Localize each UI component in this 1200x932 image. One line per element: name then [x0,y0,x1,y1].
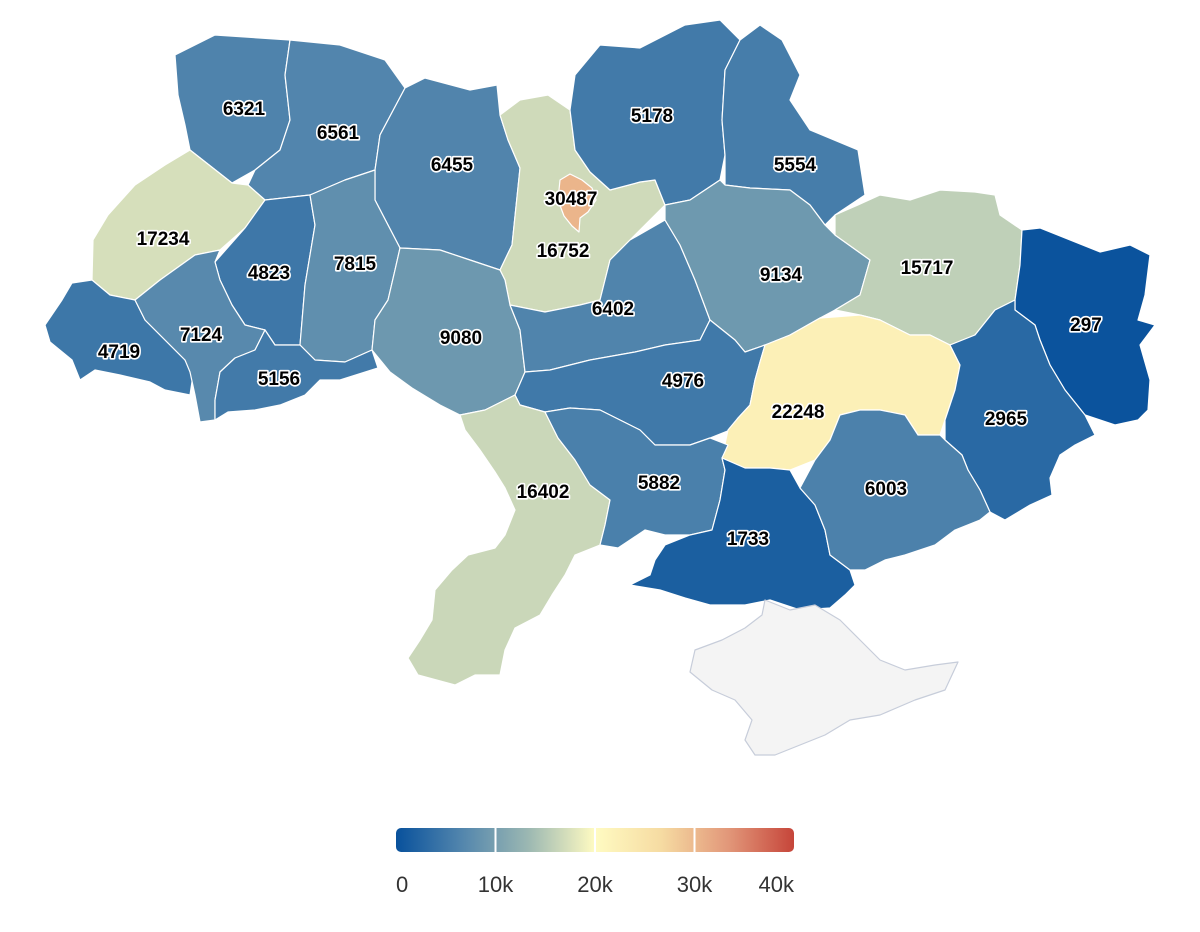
value-label-kharkiv: 15717 [901,258,954,279]
value-label-lviv: 17234 [137,229,190,250]
legend-tick-label: 10k [478,872,514,897]
value-label-kyiv-city: 30487 [545,189,598,210]
value-label-sumy: 5554 [774,155,817,176]
value-label-luhansk: 297 [1070,315,1102,336]
value-label-zaporizhzhia: 6003 [865,479,907,500]
value-label-odesa: 16402 [517,482,570,503]
legend-tick-label: 40k [759,872,795,897]
value-label-dnipropetrovsk: 22248 [772,402,825,423]
color-scale-legend: 0 10k 20k 30k 40k [396,828,795,897]
value-label-ternopil: 4823 [248,263,290,284]
value-label-poltava: 9134 [760,265,803,286]
legend-tick-label: 30k [677,872,713,897]
value-label-kyiv-oblast: 16752 [537,241,590,262]
value-label-zhytomyr: 6455 [431,155,474,176]
value-label-vinnytsia: 9080 [440,328,482,349]
legend-tick-label: 0 [396,872,408,897]
value-label-volyn: 6321 [223,99,266,120]
region-sumy[interactable] [721,24,866,226]
region-crimea[interactable] [689,599,959,756]
value-label-mykolaiv: 5882 [638,473,680,494]
region-chernivtsi[interactable] [214,329,379,421]
value-label-ivano-frankivsk: 7124 [180,325,223,346]
value-label-kherson: 1733 [727,529,769,550]
value-label-zakarpattia: 4719 [98,342,140,363]
value-label-khmelnytskyi: 7815 [334,254,377,275]
value-label-donetsk: 2965 [985,409,1028,430]
value-label-cherkasy: 6402 [592,299,634,320]
region-kyiv-city[interactable] [557,173,597,233]
value-label-kirovohrad: 4976 [662,371,704,392]
value-label-chernihiv: 5178 [631,106,673,127]
legend-tick-label: 20k [577,872,613,897]
region-zaporizhzhia[interactable] [799,409,991,571]
value-label-rivne: 6561 [317,123,360,144]
value-label-chernivtsi: 5156 [258,369,300,390]
